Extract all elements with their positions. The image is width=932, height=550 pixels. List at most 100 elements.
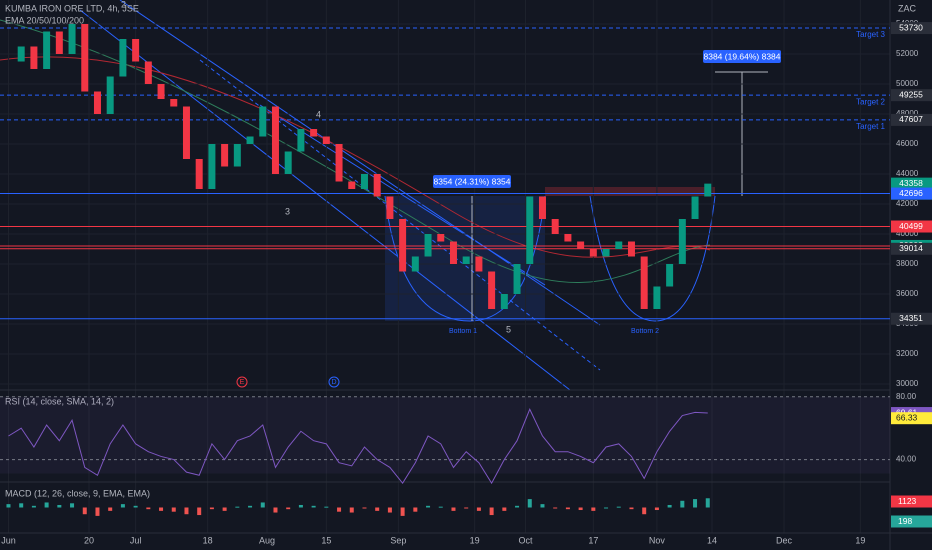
x-tick-label: Oct — [519, 535, 534, 545]
candle — [93, 91, 101, 114]
candle — [500, 294, 508, 309]
x-tick-label: 19 — [855, 535, 865, 545]
x-tick-label: Dec — [776, 535, 793, 545]
candle — [373, 174, 381, 197]
y-tick-label: 44000 — [896, 169, 919, 178]
macd-bar — [387, 507, 392, 513]
candle — [310, 129, 318, 137]
bottom-label: Bottom 2 — [631, 328, 659, 335]
target-label: Target 2 — [856, 97, 885, 106]
macd-bar — [654, 507, 659, 511]
currency: ZAC — [898, 3, 917, 13]
macd-bar — [82, 507, 87, 515]
candle — [513, 264, 521, 294]
macd-label: 1123 — [898, 496, 917, 506]
candle — [704, 183, 712, 197]
event-label[interactable]: D — [331, 379, 336, 386]
macd-bar — [95, 507, 100, 516]
macd-bar — [120, 504, 125, 508]
price-label-bg — [891, 187, 932, 200]
price-label-bg — [891, 89, 932, 102]
x-tick-label: Jul — [130, 535, 142, 545]
macd-bar — [159, 507, 164, 511]
candle — [297, 129, 305, 152]
price-label-bg — [891, 220, 932, 233]
price-label: 53730 — [899, 22, 923, 32]
y-tick-label: 42000 — [896, 199, 919, 208]
wave-label: 5 — [506, 324, 511, 334]
wave-label: 2 — [121, 0, 126, 9]
candle — [322, 136, 330, 144]
candle — [195, 159, 203, 189]
macd-bar — [70, 503, 75, 508]
candle — [653, 286, 661, 309]
candle — [106, 76, 114, 114]
macd-bar — [311, 505, 316, 508]
macd-bar — [235, 506, 240, 508]
candle — [538, 196, 546, 219]
target-label: Target 1 — [856, 122, 885, 131]
bottom-label: Bottom 1 — [449, 328, 477, 335]
cup — [589, 195, 716, 322]
candle — [424, 234, 432, 257]
macd-bar — [6, 504, 11, 508]
macd-bar — [184, 507, 189, 515]
macd-label-bg — [891, 495, 932, 508]
measure-label-bg — [433, 175, 511, 188]
x-tick-label: 14 — [707, 535, 717, 545]
macd-bar — [171, 507, 176, 512]
indicator-title: EMA 20/50/100/200 — [5, 15, 84, 25]
price-label: 49255 — [899, 89, 923, 99]
macd-bar — [464, 507, 469, 509]
macd-bar — [565, 507, 570, 510]
y-tick-label: 40.00 — [896, 455, 917, 464]
candle — [233, 144, 241, 167]
macd-bar — [591, 507, 596, 511]
candle — [271, 106, 279, 174]
macd-bar — [286, 507, 291, 510]
macd-bar — [426, 505, 431, 508]
rsi-title: RSI (14, close, SMA, 14, 2) — [5, 396, 114, 406]
candle — [678, 219, 686, 264]
price-label-bg — [891, 312, 932, 325]
candle — [437, 234, 445, 242]
x-tick-label: 19 — [470, 535, 480, 545]
event-label[interactable]: E — [240, 379, 245, 386]
candle — [399, 219, 407, 272]
macd-bar — [413, 507, 418, 512]
candle — [170, 99, 178, 107]
x-tick-label: Aug — [259, 535, 275, 545]
candle — [182, 106, 190, 159]
channel-line — [259, 104, 546, 286]
macd-bar — [680, 500, 685, 508]
macd-bar — [19, 503, 24, 508]
macd-bar — [209, 507, 214, 510]
y-tick-label: 36000 — [896, 289, 919, 298]
macd-bar — [451, 507, 456, 511]
price-label: 40499 — [899, 221, 923, 231]
y-tick-label: 48000 — [896, 109, 919, 118]
measure-label-bg — [703, 50, 781, 63]
macd-bar — [337, 507, 342, 512]
price-label-bg — [891, 242, 932, 255]
macd-bar — [705, 498, 710, 508]
macd-bar — [324, 506, 329, 508]
macd-bar — [616, 506, 621, 508]
macd-bar — [298, 504, 303, 508]
x-tick-label: 20 — [84, 535, 94, 545]
macd-bar — [642, 507, 647, 515]
candle — [526, 196, 534, 264]
x-tick-label: Sep — [390, 535, 406, 545]
event-icon[interactable] — [328, 376, 340, 388]
candle — [348, 181, 356, 189]
macd-bar — [248, 505, 253, 508]
macd-bar — [108, 507, 113, 511]
x-tick-label: 17 — [588, 535, 598, 545]
chart-title: KUMBA IRON ORE LTD, 4h, JSE — [5, 3, 139, 13]
candle — [386, 196, 394, 219]
measure-label: 8354 (24.31%) 8354 — [433, 176, 510, 186]
candle — [589, 249, 597, 257]
candle — [475, 256, 483, 272]
event-icon[interactable] — [236, 376, 248, 388]
